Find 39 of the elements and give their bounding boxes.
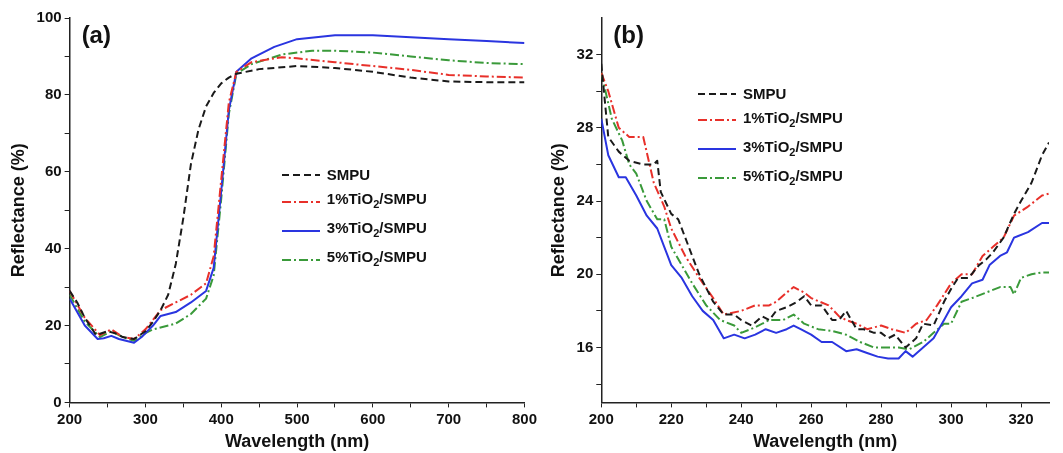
x-tick-label: 200 (57, 409, 83, 427)
x-tick-label: 700 (436, 409, 462, 427)
x-tick-label: 220 (658, 409, 684, 427)
legend-label: 5%TiO$_{2}$/SMPU (742, 165, 843, 189)
legend-label: 5%TiO$_{2}$/SMPU (326, 247, 427, 271)
x-axis-title: Wavelength (nm) (224, 431, 370, 452)
legend-label: SMPU (326, 165, 371, 186)
x-tick-label: 200 (588, 409, 614, 427)
x-tick-label: 800 (511, 409, 537, 427)
y-axis-title: Reflectance (%) (547, 143, 568, 278)
x-tick-label: 500 (284, 409, 310, 427)
y-tick-label: 24 (576, 191, 594, 209)
x-tick-label: 240 (728, 409, 754, 427)
x-tick-label: 600 (360, 409, 386, 427)
x-tick-label: 400 (208, 409, 234, 427)
legend-label: SMPU (742, 83, 787, 104)
y-tick-label: 16 (576, 337, 594, 355)
y-tick-label: 100 (36, 8, 62, 26)
x-tick-label: 280 (868, 409, 894, 427)
x-axis-title: Wavelength (nm) (752, 431, 898, 452)
legend-label: 3%TiO$_{2}$/SMPU (326, 218, 427, 242)
y-tick-label: 28 (576, 117, 594, 135)
x-tick-label: 300 (132, 409, 158, 427)
x-tick-label: 300 (938, 409, 964, 427)
chart-title: (b) (613, 20, 644, 48)
y-tick-label: 80 (44, 85, 62, 103)
y-tick-label: 40 (44, 238, 62, 256)
legend-label: 1%TiO$_{2}$/SMPU (326, 189, 427, 213)
y-tick-label: 0 (53, 392, 62, 410)
x-tick-label: 320 (1008, 409, 1034, 427)
y-tick-label: 60 (44, 161, 62, 179)
y-tick-label: 20 (44, 315, 62, 333)
legend-label: 3%TiO$_{2}$/SMPU (742, 136, 843, 160)
y-tick-label: 20 (576, 264, 594, 282)
legend-label: 1%TiO$_{2}$/SMPU (742, 107, 843, 131)
y-tick-label: 32 (576, 44, 594, 62)
y-axis-title: Reflectance (%) (7, 143, 28, 278)
x-tick-label: 260 (798, 409, 824, 427)
chart-title: (a) (81, 20, 111, 48)
